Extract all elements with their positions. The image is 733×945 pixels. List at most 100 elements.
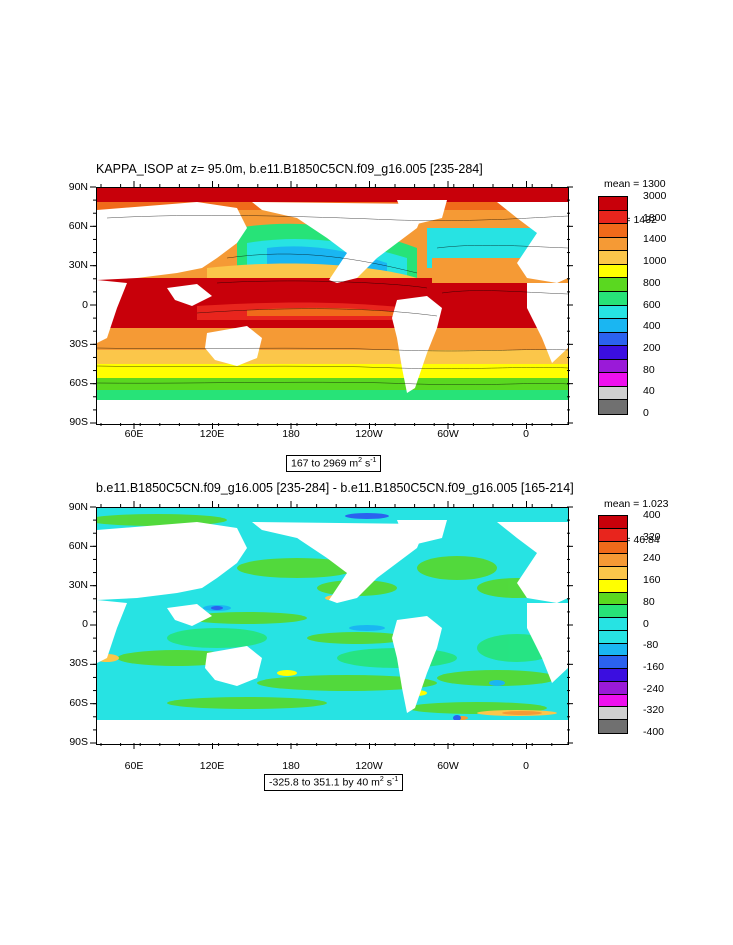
colorbar-label: 0 [643,407,649,419]
panel-2-title: b.e11.B1850C5CN.f09_g16.005 [235-284] - … [96,481,574,495]
unit-exponent: -1 [391,776,399,783]
unit-seconds: s [362,457,371,470]
colorbar-label: 1800 [643,211,667,224]
range-text: -325.8 to 351.1 by 40 m [269,776,380,789]
colorbar-label: 40 [643,385,655,398]
lat-label: 30N [68,259,88,271]
panel-1-mean: mean = 1300 [604,178,666,190]
colorbar-swatch [599,720,627,733]
lon-label: 60W [437,760,459,772]
colorbar-swatch [599,643,627,657]
colorbar-swatch [599,554,627,567]
colorbar-label: 200 [643,341,661,354]
panel-1-range-label: 167 to 2969 m2 s-1 [286,455,382,472]
colorbar-label: 320 [643,530,661,543]
colorbar-swatch [599,291,627,306]
colorbar-swatch [599,707,627,720]
colorbar-swatch [599,386,627,401]
colorbar-label: -80 [643,639,659,652]
colorbar-label: -160 [643,660,665,673]
panel-2-mean: mean = 1.023 [604,498,669,510]
colorbar-label: -240 [643,682,665,695]
colorbar-swatch [599,605,627,618]
lat-label: 0 [82,299,88,311]
lon-label: 120W [355,428,383,440]
colorbar-swatch [599,656,627,669]
colorbar-swatch [599,197,627,211]
colorbar-label: 400 [643,509,661,521]
colorbar-label: 240 [643,552,661,565]
lat-label: 90S [69,416,88,428]
colorbar-swatch [599,541,627,555]
colorbar-swatch [599,669,627,682]
lat-label: 60S [69,697,88,709]
lon-label: 60E [124,760,144,772]
colorbar-swatch [599,237,627,252]
colorbar-swatch [599,579,627,593]
colorbar-swatch [599,251,627,265]
lat-label: 60N [68,540,88,552]
colorbar-label: 400 [643,320,661,333]
colorbar-swatch [599,373,627,387]
colorbar-label: 80 [643,595,655,608]
lat-label: 60N [68,220,88,232]
colorbar-swatch [599,592,627,606]
lat-label: 60S [69,377,88,389]
colorbar-label: 600 [643,298,661,311]
colorbar-swatch [599,346,627,360]
lon-label: 60W [437,428,459,440]
panel-1-map [96,187,569,425]
colorbar-label: -320 [643,704,665,717]
lat-label: 90S [69,736,88,748]
lat-label: 90N [68,181,88,193]
range-text: 167 to 2969 m [291,457,359,470]
lat-label: 30S [69,657,88,669]
colorbar-swatch [599,400,627,414]
colorbar-swatch [599,224,627,238]
colorbar-swatch [599,567,627,580]
lon-label: 120E [199,760,225,772]
lat-label: 30S [69,338,88,350]
panel-2-colorbar [598,515,628,734]
colorbar-label: 800 [643,276,661,289]
panel-2-map-graphic [97,508,568,744]
colorbar-swatch [599,278,627,292]
lon-label: 180 [282,760,300,772]
lon-label: 180 [282,428,300,440]
panel-1-map-graphic [97,188,568,424]
lon-label: 120E [199,428,225,440]
colorbar-label: -400 [643,726,665,738]
colorbar-label: 80 [643,363,655,376]
colorbar-label: 160 [643,574,661,587]
colorbar-swatch [599,210,627,225]
colorbar-swatch [599,332,627,347]
colorbar-swatch [599,319,627,333]
lat-label: 90N [68,501,88,513]
colorbar-label: 0 [643,617,649,630]
lon-label: 0 [523,428,529,440]
panel-1-title: KAPPA_ISOP at z= 95.0m, b.e11.B1850C5CN.… [96,162,483,176]
panel-1-colorbar [598,196,628,415]
colorbar-swatch [599,264,627,279]
lat-label: 0 [82,618,88,630]
colorbar-swatch [599,681,627,695]
colorbar-swatch [599,359,627,374]
lat-label: 30N [68,579,88,591]
colorbar-swatch [599,516,627,529]
unit-seconds: s [383,776,392,789]
panel-2-map [96,507,569,745]
unit-exponent: 2 [379,776,384,783]
lon-label: 0 [523,760,529,772]
unit-exponent: 2 [358,457,363,464]
panel-2-range-label: -325.8 to 351.1 by 40 m2 s-1 [264,774,404,791]
colorbar-swatch [599,694,627,708]
colorbar-swatch [599,305,627,320]
lon-label: 60E [124,428,144,440]
colorbar-label: 3000 [643,190,667,202]
colorbar-label: 1000 [643,255,667,268]
colorbar-swatch [599,630,627,644]
colorbar-swatch [599,618,627,631]
colorbar-label: 1400 [643,233,667,246]
colorbar-swatch [599,528,627,542]
